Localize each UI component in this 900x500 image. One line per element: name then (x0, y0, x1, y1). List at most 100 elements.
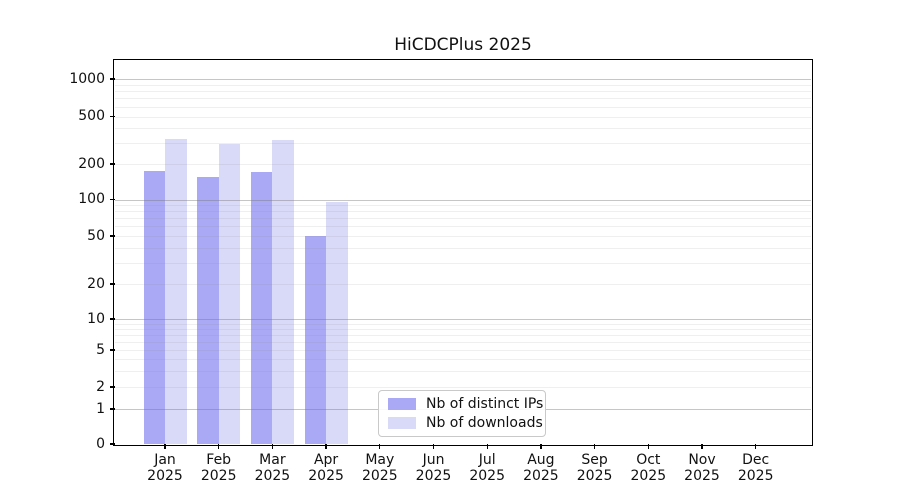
gridline-major (115, 79, 811, 80)
gridline-minor (115, 370, 811, 372)
x-tick-label: Aug 2025 (496, 452, 586, 484)
gridline-minor (115, 106, 811, 108)
bar-downloads (218, 144, 241, 444)
y-tick (110, 349, 115, 351)
gridline-minor (115, 341, 811, 343)
x-tick-year: 2025 (576, 468, 613, 484)
x-tick (164, 444, 166, 449)
y-tick (110, 408, 115, 410)
x-tick-label: Nov 2025 (657, 452, 747, 484)
y-tick-label: 0 (96, 435, 105, 452)
x-tick-year: 2025 (630, 468, 667, 484)
y-tick (110, 235, 115, 237)
y-tick-label: 200 (78, 155, 105, 172)
legend: Nb of distinct IPs Nb of downloads (378, 390, 546, 437)
bar-distinct-ips (197, 176, 219, 444)
x-tick (701, 444, 703, 449)
legend-label-downloads: Nb of downloads (426, 415, 543, 431)
x-tick (432, 444, 435, 449)
legend-item-downloads: Nb of downloads (379, 415, 545, 431)
chart-title: HiCDCPlus 2025 (394, 35, 532, 55)
x-tick-year: 2025 (684, 468, 720, 484)
x-tick-year: 2025 (254, 468, 291, 484)
y-tick-label: 1000 (69, 70, 105, 87)
legend-swatch-distinct-ips-icon (388, 398, 416, 410)
gridline-minor (115, 262, 811, 264)
x-tick-label: Mar 2025 (227, 452, 317, 484)
y-tick (110, 443, 115, 445)
gridline-minor (115, 84, 811, 86)
x-tick (540, 444, 542, 449)
x-tick-label: Jan 2025 (120, 452, 210, 484)
x-tick-label: Jun 2025 (389, 452, 479, 484)
x-tick-year: 2025 (415, 468, 452, 484)
y-tick-label: 20 (87, 275, 105, 292)
x-tick-month: Sep (581, 452, 608, 468)
x-tick-month: Feb (206, 452, 232, 468)
gridline-major (115, 199, 811, 201)
bar-downloads (165, 138, 187, 444)
x-tick-label: Feb 2025 (174, 452, 264, 484)
x-tick (271, 444, 274, 449)
x-tick-year: 2025 (147, 468, 183, 484)
gridline-minor (115, 328, 811, 330)
bar-downloads (326, 202, 348, 444)
gridline-minor (115, 284, 811, 285)
x-tick-label: Jul 2025 (442, 452, 532, 484)
x-tick-month: Dec (742, 452, 770, 468)
x-tick-month: Nov (688, 452, 716, 468)
x-tick-month: Jan (154, 452, 176, 468)
legend-swatch-downloads-icon (388, 417, 416, 429)
gridline-minor (115, 218, 811, 220)
y-tick-label: 100 (78, 191, 105, 207)
x-tick (486, 444, 488, 449)
y-tick (110, 115, 115, 118)
x-tick-month: Jun (422, 452, 445, 468)
gridline-minor (115, 116, 811, 118)
y-tick (110, 318, 115, 320)
gridline-minor (115, 334, 811, 336)
x-tick-month: Apr (313, 452, 339, 468)
gridline-minor (115, 164, 811, 165)
x-tick-label: Sep 2025 (550, 452, 640, 484)
x-tick (218, 444, 220, 449)
x-tick (325, 444, 327, 449)
gridline-minor (115, 205, 811, 207)
x-tick (379, 444, 381, 449)
x-tick-month: Mar (259, 452, 286, 468)
bar-distinct-ips (304, 236, 327, 444)
x-tick (755, 444, 757, 449)
x-tick-month: Aug (527, 452, 555, 468)
gridline-major (115, 319, 811, 320)
x-tick (593, 444, 596, 449)
y-tick (110, 283, 115, 285)
y-tick-label: 1 (96, 400, 105, 417)
gridline-minor (115, 323, 811, 325)
gridline-minor (115, 128, 811, 130)
gridline-minor (115, 211, 811, 213)
x-tick-year: 2025 (469, 468, 505, 484)
legend-item-distinct-ips: Nb of distinct IPs (379, 396, 545, 412)
x-tick-year: 2025 (361, 468, 398, 484)
bar-distinct-ips (143, 170, 165, 444)
gridline-minor (115, 387, 811, 388)
x-tick-year: 2025 (200, 468, 237, 484)
x-tick-label: May 2025 (335, 452, 425, 484)
gridline-minor (115, 91, 811, 93)
x-tick-label: Apr 2025 (281, 452, 371, 484)
y-tick (110, 78, 115, 80)
x-tick-month: May (365, 452, 395, 468)
legend-label-distinct-ips: Nb of distinct IPs (426, 396, 544, 412)
gridline-minor (115, 350, 811, 351)
y-tick-label: 2 (96, 378, 105, 395)
gridline-minor (115, 359, 811, 360)
gridline-minor (115, 226, 811, 228)
bar-distinct-ips (250, 172, 273, 444)
x-tick-month: Jul (478, 452, 496, 468)
y-tick-label: 500 (78, 108, 105, 124)
y-tick-label: 10 (87, 310, 105, 327)
gridline-minor (115, 236, 811, 237)
bar-downloads (272, 140, 294, 444)
y-tick (110, 198, 115, 201)
